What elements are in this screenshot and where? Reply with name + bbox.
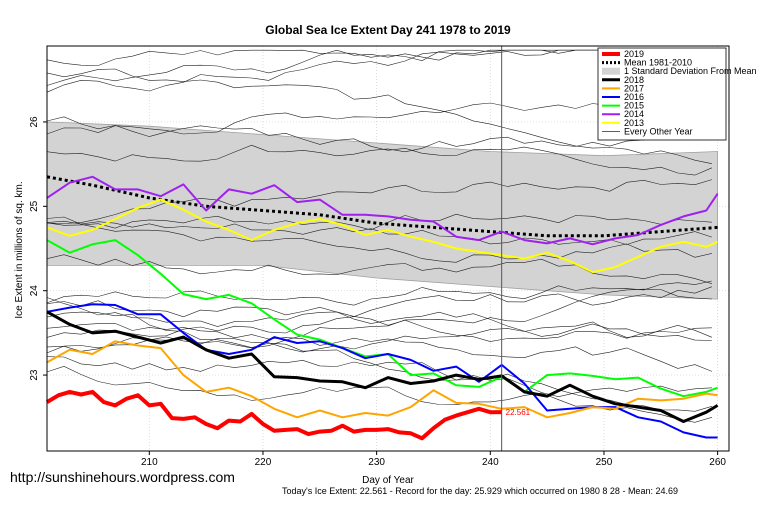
every-other-year-line xyxy=(46,286,713,338)
every-other-year-line xyxy=(46,297,712,342)
x-tick-label: 220 xyxy=(255,457,272,468)
y-axis: 23 24 25 26 xyxy=(29,116,47,381)
x-axis: 210 220 230 240 250 260 xyxy=(141,451,726,468)
every-other-year-line xyxy=(46,116,713,176)
legend-label: 2016 xyxy=(624,92,644,102)
every-other-year-line xyxy=(46,179,712,224)
x-tick-label: 250 xyxy=(596,457,613,468)
footer-stats: Today's Ice Extent: 22.561 - Record for … xyxy=(282,486,678,496)
legend-label: 2015 xyxy=(624,101,644,111)
every-other-year-line xyxy=(46,280,712,306)
legend-label: 2014 xyxy=(624,109,644,119)
legend-label: 2017 xyxy=(624,83,644,93)
watermark: http://sunshinehours.wordpress.com xyxy=(10,469,235,485)
y-tick-label: 26 xyxy=(29,116,40,128)
legend-label: Mean 1981-2010 xyxy=(624,58,692,68)
x-tick-label: 240 xyxy=(482,457,499,468)
series-line-2014 xyxy=(46,175,719,246)
series-line-2016 xyxy=(46,303,718,439)
y-tick-label: 24 xyxy=(29,285,40,297)
legend-label: 2019 xyxy=(624,49,644,59)
every-other-year-line xyxy=(46,216,712,263)
every-other-year-line xyxy=(46,321,713,353)
legend-label: 2018 xyxy=(624,75,644,85)
series-line-2019 xyxy=(45,389,502,441)
x-axis-label: Day of Year xyxy=(362,475,414,486)
plot-frame xyxy=(46,45,730,452)
every-other-year-line xyxy=(46,288,712,354)
legend-label: 2013 xyxy=(624,118,644,128)
every-other-year-line xyxy=(46,68,712,164)
series-line-2013 xyxy=(46,198,719,274)
legend-swatch xyxy=(602,67,620,75)
legend-label: 1 Standard Deviation From Mean xyxy=(624,66,757,76)
x-tick-label: 260 xyxy=(709,457,726,468)
series-line-2017 xyxy=(46,340,718,419)
y-tick-label: 25 xyxy=(29,200,40,212)
x-tick-label: 230 xyxy=(368,457,385,468)
x-tick-label: 210 xyxy=(141,457,158,468)
chart-title: Global Sea Ice Extent Day 241 1978 to 20… xyxy=(265,23,511,37)
legend-label: Every Other Year xyxy=(624,126,693,136)
y-tick-label: 23 xyxy=(29,369,40,381)
every-other-year-line xyxy=(46,127,712,162)
y-axis-label: Ice Extent in millions of sq. km. xyxy=(14,181,25,318)
mean-line xyxy=(46,175,718,238)
every-other-year-line xyxy=(46,323,713,372)
every-other-year-line xyxy=(46,213,712,231)
series-line-2018 xyxy=(46,310,719,423)
every-other-year-line xyxy=(46,254,712,284)
every-other-year-line xyxy=(46,356,712,398)
today-value-label: 22.561 xyxy=(506,408,531,417)
